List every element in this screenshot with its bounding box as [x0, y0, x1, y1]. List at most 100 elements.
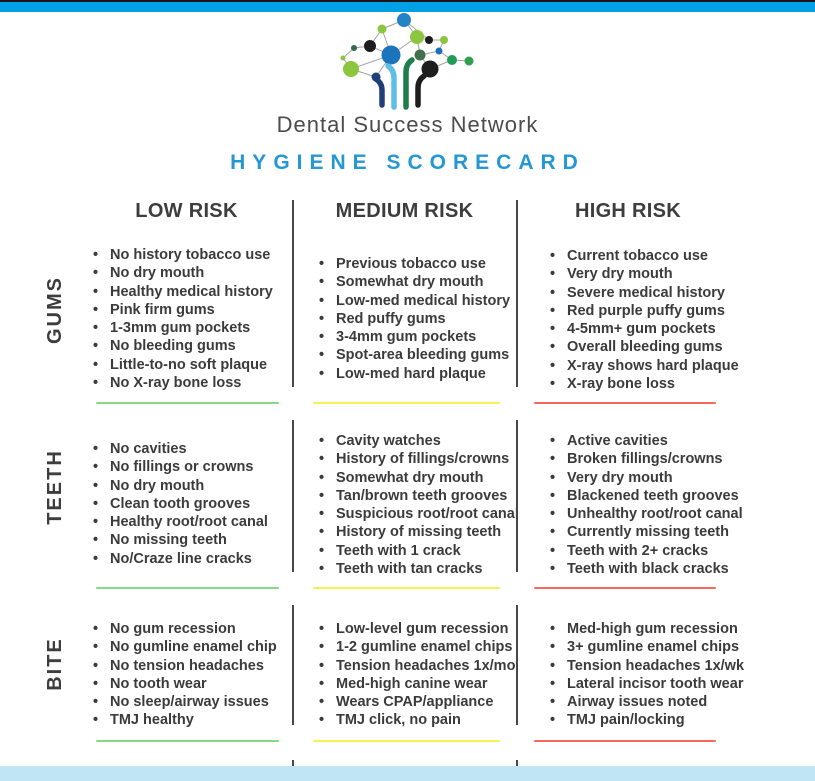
- row-label-teeth: TEETH: [44, 449, 66, 525]
- column-divider: [292, 200, 294, 387]
- bite-low-risk-list: No gum recessionNo gumline enamel chipNo…: [92, 620, 277, 730]
- list-item: TMJ click, no pain: [318, 711, 515, 730]
- list-item: Med-high gum recession: [549, 620, 744, 639]
- column-divider: [292, 605, 294, 725]
- list-item: Tension headaches 1x/mo: [318, 657, 515, 676]
- logo-network-nodes: [340, 13, 474, 82]
- list-item: Med-high canine wear: [318, 675, 515, 694]
- page-title: HYGIENE SCORECARD: [230, 151, 585, 174]
- list-item: Healthy medical history: [92, 283, 273, 302]
- list-item: Teeth with 2+ cracks: [549, 542, 743, 561]
- list-item: Red purple puffy gums: [549, 302, 739, 321]
- list-item: Overall bleeding gums: [549, 338, 739, 357]
- bite-medium-risk-list: Low-level gum recession1-2 gumline ename…: [318, 620, 515, 730]
- list-item: Currently missing teeth: [549, 523, 743, 542]
- brand-name: Dental Success Network: [276, 112, 539, 137]
- list-item: No dry mouth: [92, 264, 273, 283]
- list-item: No sleep/airway issues: [92, 693, 277, 712]
- list-item: Broken fillings/crowns: [549, 450, 743, 469]
- column-header-low-risk: LOW RISK: [135, 200, 238, 222]
- list-item: Teeth with 1 crack: [318, 542, 519, 561]
- list-item: Somewhat dry mouth: [318, 273, 510, 292]
- gums-low-underline: [96, 402, 279, 404]
- list-item: Healthy root/root canal: [92, 513, 268, 532]
- list-item: Low-level gum recession: [318, 620, 515, 639]
- column-divider: [292, 420, 294, 572]
- list-item: X-ray shows hard plaque: [549, 357, 739, 376]
- list-item: 1-2 gumline enamel chips: [318, 638, 515, 657]
- list-item: No/Craze line cracks: [92, 550, 268, 569]
- list-item: Lateral incisor tooth wear: [549, 675, 744, 694]
- list-item: Spot-area bleeding gums: [318, 346, 510, 365]
- bottom-blue-bar: [0, 766, 815, 781]
- list-item: Wears CPAP/appliance: [318, 693, 515, 712]
- list-item: TMJ healthy: [92, 711, 277, 730]
- list-item: Active cavities: [549, 432, 743, 451]
- teeth-medium-risk-list: Cavity watchesHistory of fillings/crowns…: [318, 432, 519, 579]
- list-item: No gum recession: [92, 620, 277, 639]
- list-item: No history tobacco use: [92, 246, 273, 265]
- column-header-high-risk: HIGH RISK: [574, 200, 682, 222]
- list-item: Tan/brown teeth grooves: [318, 487, 519, 506]
- bite-high-risk-list: Med-high gum recession3+ gumline enamel …: [549, 620, 744, 730]
- list-item: Cavity watches: [318, 432, 519, 451]
- dental-success-network-logo: [340, 13, 474, 110]
- list-item: Pink firm gums: [92, 301, 273, 320]
- teeth-medium-underline: [313, 587, 500, 589]
- row-label-bite: BITE: [44, 637, 66, 691]
- list-item: Tension headaches 1x/wk: [549, 657, 744, 676]
- list-item: 3+ gumline enamel chips: [549, 638, 744, 657]
- gums-low-risk-list: No history tobacco useNo dry mouthHealth…: [92, 246, 273, 393]
- list-item: History of fillings/crowns: [318, 450, 519, 469]
- list-item: Very dry mouth: [549, 265, 739, 284]
- row-label-gums: GUMS: [44, 276, 66, 344]
- list-item: No tooth wear: [92, 675, 277, 694]
- list-item: No cavities: [92, 440, 268, 459]
- teeth-high-underline: [534, 587, 716, 589]
- list-item: X-ray bone loss: [549, 375, 739, 394]
- teeth-high-risk-list: Active cavitiesBroken fillings/crownsVer…: [549, 432, 743, 579]
- list-item: 1-3mm gum pockets: [92, 319, 273, 338]
- column-divider: [516, 200, 518, 387]
- list-item: History of missing teeth: [318, 523, 519, 542]
- list-item: 4-5mm+ gum pockets: [549, 320, 739, 339]
- teeth-low-underline: [96, 587, 279, 589]
- list-item: Clean tooth grooves: [92, 495, 268, 514]
- column-divider: [516, 420, 518, 572]
- list-item: Teeth with tan cracks: [318, 560, 519, 579]
- list-item: Teeth with black cracks: [549, 560, 743, 579]
- list-item: No missing teeth: [92, 531, 268, 550]
- list-item: No dry mouth: [92, 477, 268, 496]
- list-item: Previous tobacco use: [318, 255, 510, 274]
- list-item: No gumline enamel chip: [92, 638, 277, 657]
- list-item: Unhealthy root/root canal: [549, 505, 743, 524]
- gums-medium-risk-list: Previous tobacco useSomewhat dry mouthLo…: [318, 255, 510, 383]
- list-item: Very dry mouth: [549, 469, 743, 488]
- list-item: 3-4mm gum pockets: [318, 328, 510, 347]
- list-item: No bleeding gums: [92, 337, 273, 356]
- list-item: Somewhat dry mouth: [318, 469, 519, 488]
- gums-high-risk-list: Current tobacco useVery dry mouthSevere …: [549, 247, 739, 394]
- column-divider: [516, 605, 518, 725]
- teeth-low-risk-list: No cavitiesNo fillings or crownsNo dry m…: [92, 440, 268, 568]
- list-item: Low-med hard plaque: [318, 365, 510, 384]
- list-item: Suspicious root/root canal: [318, 505, 519, 524]
- bite-high-underline: [534, 740, 716, 742]
- bite-low-underline: [96, 740, 279, 742]
- list-item: Little-to-no soft plaque: [92, 356, 273, 375]
- bite-medium-underline: [313, 740, 500, 742]
- gums-medium-underline: [313, 402, 500, 404]
- logo-tree-trunk: [373, 57, 427, 110]
- list-item: Blackened teeth grooves: [549, 487, 743, 506]
- list-item: TMJ pain/locking: [549, 711, 744, 730]
- list-item: Red puffy gums: [318, 310, 510, 329]
- column-header-medium-risk: MEDIUM RISK: [335, 200, 474, 222]
- list-item: Severe medical history: [549, 284, 739, 303]
- list-item: No tension headaches: [92, 657, 277, 676]
- top-blue-bar: [0, 2, 815, 12]
- list-item: Low-med medical history: [318, 292, 510, 311]
- list-item: Airway issues noted: [549, 693, 744, 712]
- list-item: No X-ray bone loss: [92, 374, 273, 393]
- gums-high-underline: [534, 402, 716, 404]
